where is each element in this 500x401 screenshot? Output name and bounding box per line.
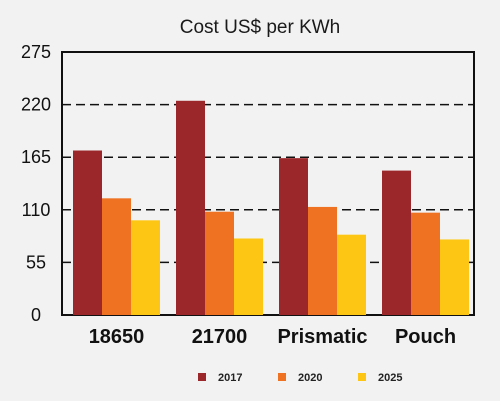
y-tick-label: 110 (22, 200, 51, 220)
legend-swatch (278, 373, 286, 381)
bar-2020-Prismatic (308, 206, 337, 315)
x-tick-label: 18650 (89, 326, 145, 348)
y-tick-label: 220 (21, 95, 51, 115)
bars (73, 100, 469, 316)
y-tick-label: 275 (21, 42, 51, 62)
bar-2025-18650 (131, 220, 160, 315)
legend-swatch (358, 373, 366, 381)
y-tick-label: 0 (31, 305, 41, 325)
x-axis-ticks: 18650 21700 Prismatic Pouch (89, 326, 456, 348)
legend-swatch (198, 373, 206, 381)
x-tick-label: 21700 (192, 326, 248, 348)
legend: 2017 2020 2025 (198, 372, 402, 384)
bar-2017-18650 (73, 150, 102, 315)
legend-label: 2020 (298, 372, 322, 384)
bar-2020-21700 (205, 211, 234, 315)
legend-label: 2025 (378, 372, 402, 384)
bar-2017-21700 (176, 100, 205, 316)
chart-title: Cost US$ per KWh (180, 17, 341, 38)
bar-2025-Pouch (440, 239, 469, 315)
bar-2020-18650 (102, 198, 131, 315)
y-tick-label: 165 (21, 147, 51, 167)
y-tick-label: 55 (26, 252, 46, 272)
y-axis-ticks: 0 55 110 165 220 275 (21, 42, 51, 325)
bar-2025-21700 (234, 238, 263, 315)
bar-2017-Pouch (382, 170, 411, 315)
x-tick-label: Prismatic (277, 326, 367, 348)
bar-2025-Prismatic (337, 234, 366, 315)
bar-2020-Pouch (411, 212, 440, 315)
x-tick-label: Pouch (395, 326, 456, 348)
bar-2017-Prismatic (279, 158, 308, 315)
legend-label: 2017 (218, 372, 242, 384)
